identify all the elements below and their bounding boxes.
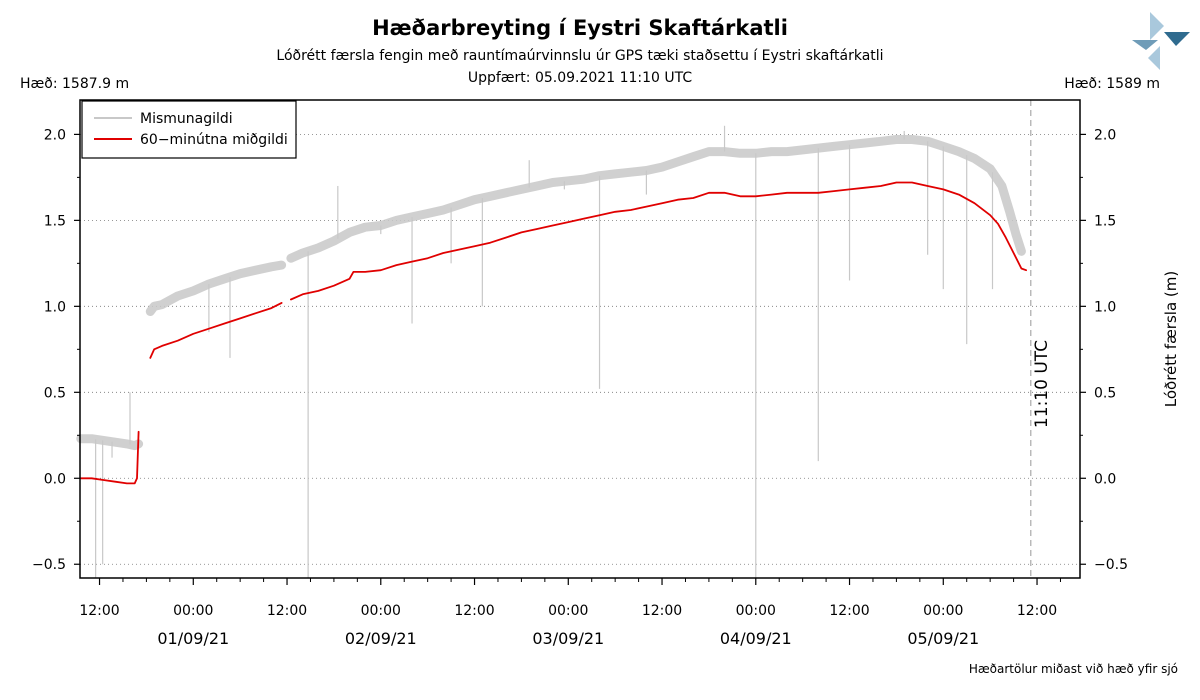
y-tick-label-right: 2.0: [1094, 127, 1116, 143]
raw-spikes: [95, 125, 994, 578]
logo-piece-left: [1132, 40, 1158, 50]
y-tick-label-left: 1.5: [44, 213, 66, 229]
x-axis: 12:00 00:00 12:00 00:00 12:00 00:00 12:00 00:00…: [79, 578, 1061, 648]
date-label: 05/09/21: [907, 629, 979, 648]
raw-series-line: [145, 260, 287, 316]
updated-timestamp: Uppfært: 05.09.2021 11:10 UTC: [467, 70, 693, 86]
chart-title: Hæðarbreyting í Eystri Skaftárkatli: [372, 16, 788, 40]
legend-box: [81, 100, 297, 159]
logo-piece-bottom: [1148, 46, 1160, 70]
imo-logo-icon: [1132, 12, 1190, 70]
median-series-line: [149, 302, 283, 359]
date-label: 03/09/21: [532, 629, 604, 648]
median-series-line: [79, 430, 140, 485]
legend-label-median: 60−minútna miðgildi: [140, 132, 288, 148]
x-tick-label: 12:00: [642, 603, 682, 619]
y-tick-label-left: −0.5: [32, 557, 66, 573]
date-label: 01/09/21: [157, 629, 229, 648]
x-tick-label: 00:00: [548, 603, 588, 619]
footnote: Hæðartölur miðast við hæð yfir sjó: [968, 662, 1178, 676]
marker-label: 11:10 UTC: [1032, 340, 1052, 428]
x-tick-label: 00:00: [923, 603, 963, 619]
y-tick-label-right: 1.0: [1094, 299, 1116, 315]
series-lines: [76, 135, 1027, 485]
y-tick-label-right: 0.0: [1094, 471, 1116, 487]
logo-piece-right: [1164, 32, 1190, 46]
y-tick-label-right: 1.5: [1094, 213, 1116, 229]
y-tick-label-right: 0.5: [1094, 385, 1116, 401]
legend-label-raw: Mismunagildi: [140, 111, 233, 127]
x-tick-label: 12:00: [267, 603, 307, 619]
x-tick-label: 00:00: [736, 603, 776, 619]
x-tick-label: 12:00: [454, 603, 494, 619]
y-tick-label-left: 0.0: [44, 471, 66, 487]
y-axes: −0.5 −0.5 0.0 0.0 0.5 0.5 1.0 1.0 1.5 1.5 2.0 2.0: [32, 127, 1128, 573]
y-tick-label-left: 1.0: [44, 299, 66, 315]
x-tick-label: 12:00: [79, 603, 119, 619]
height-right-label: Hæð: 1589 m: [1064, 76, 1160, 92]
x-tick-label: 12:00: [829, 603, 869, 619]
date-label: 04/09/21: [720, 629, 792, 648]
x-tick-label: 12:00: [1017, 603, 1057, 619]
x-tick-label: 00:00: [173, 603, 213, 619]
y-tick-label-left: 0.5: [44, 385, 66, 401]
logo-piece-top: [1150, 12, 1164, 40]
chart-subtitle: Lóðrétt færsla fengin með rauntímaúrvinn…: [276, 48, 884, 64]
x-tick-label: 00:00: [361, 603, 401, 619]
date-label: 02/09/21: [345, 629, 417, 648]
y-tick-label-right: −0.5: [1094, 557, 1128, 573]
y-axis-label: Lóðrétt færsla (m): [1162, 271, 1180, 407]
raw-series-line: [76, 434, 144, 451]
time-marker: 11:10 UTC: [1030, 100, 1052, 578]
raw-series-line: [286, 135, 1026, 263]
height-left-label: Hæð: 1587.9 m: [20, 76, 130, 92]
median-series-line: [290, 181, 1027, 301]
y-tick-label-left: 2.0: [44, 127, 66, 143]
legend: Mismunagildi 60−minútna miðgildi: [81, 100, 297, 159]
plot-frame: [79, 99, 1081, 579]
